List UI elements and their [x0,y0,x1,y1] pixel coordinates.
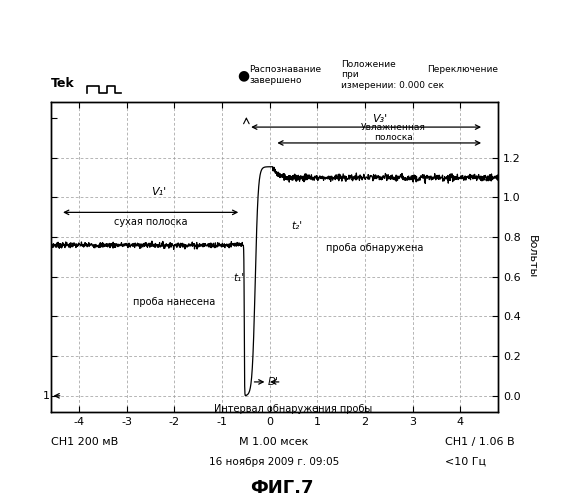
Text: 1: 1 [43,391,50,401]
Text: Переключение: Переключение [427,65,498,74]
Text: <10 Гц: <10 Гц [445,457,486,467]
Text: 16 ноября 2009 г. 09:05: 16 ноября 2009 г. 09:05 [209,457,339,467]
Text: ФИГ.7: ФИГ.7 [250,479,313,497]
Text: t₁': t₁' [233,273,244,283]
Text: Распознавание
завершено: Распознавание завершено [249,65,321,84]
Text: М 1.00 мсек: М 1.00 мсек [239,437,309,447]
Text: СН1 200 мВ: СН1 200 мВ [51,437,118,447]
Text: t₂': t₂' [291,221,302,232]
Text: проба нанесена: проба нанесена [133,296,216,307]
Y-axis label: Вольты: Вольты [526,236,537,278]
Text: Положение
при
измерении: 0.000 сек: Положение при измерении: 0.000 сек [341,60,444,90]
Text: V₁': V₁' [151,188,166,198]
Text: V₃': V₃' [372,114,387,124]
Text: СН1 / 1.06 В: СН1 / 1.06 В [445,437,515,447]
Text: D': D' [268,377,279,387]
Text: Интервал обнаружения пробы: Интервал обнаружения пробы [215,404,373,414]
Text: проба обнаружена: проба обнаружена [326,243,423,253]
Text: Увлажненная
полоска: Увлажненная полоска [361,123,426,142]
Text: ●: ● [238,68,249,82]
Text: Tek: Tek [51,77,74,90]
Text: сухая полоска: сухая полоска [114,218,187,228]
